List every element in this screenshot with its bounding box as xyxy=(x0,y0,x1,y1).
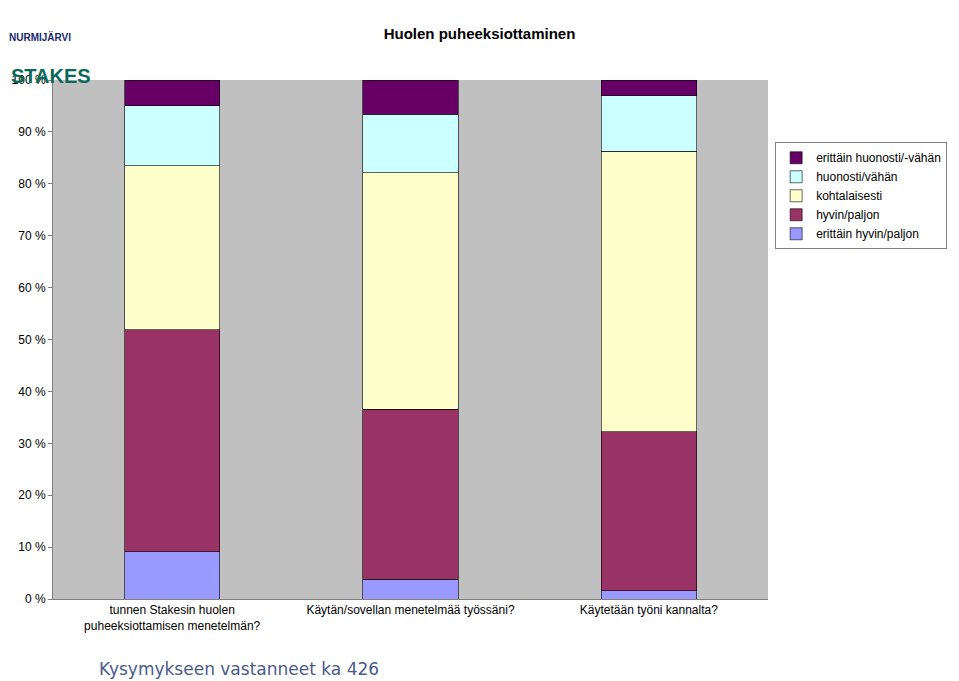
svg-text:Huolen puheeksiottaminen: Huolen puheeksiottaminen xyxy=(384,25,576,42)
svg-text:10 %: 10 % xyxy=(18,540,46,554)
svg-text:0 %: 0 % xyxy=(25,592,46,606)
svg-text:90 %: 90 % xyxy=(18,125,46,139)
svg-text:40 %: 40 % xyxy=(18,385,46,399)
svg-text:30 %: 30 % xyxy=(18,437,46,451)
svg-text:NURMIJÄRVI: NURMIJÄRVI xyxy=(9,31,71,43)
svg-text:tunnen Stakesin huolenpuheeksi: tunnen Stakesin huolenpuheeksiottamisen … xyxy=(84,603,260,633)
svg-text:huonosti/vähän: huonosti/vähän xyxy=(816,170,897,184)
svg-text:20 %: 20 % xyxy=(18,488,46,502)
svg-text:Kysymykseen vastanneet ka 426: Kysymykseen vastanneet ka 426 xyxy=(99,659,379,679)
svg-text:kohtalaisesti: kohtalaisesti xyxy=(816,189,882,203)
svg-text:50 %: 50 % xyxy=(18,333,46,347)
svg-text:hyvin/paljon: hyvin/paljon xyxy=(816,208,879,222)
svg-text:erittäin hyvin/paljon: erittäin hyvin/paljon xyxy=(816,227,919,241)
svg-text:Käytän/sovellan menetelmää työ: Käytän/sovellan menetelmää työssäni? xyxy=(306,603,514,617)
svg-text:erittäin huonosti/-vähän: erittäin huonosti/-vähän xyxy=(816,151,941,165)
svg-text:Käytetään työni kannalta?: Käytetään työni kannalta? xyxy=(580,603,718,617)
svg-text:70 %: 70 % xyxy=(18,229,46,243)
svg-text:80 %: 80 % xyxy=(18,177,46,191)
svg-text:STAKES: STAKES xyxy=(11,65,91,87)
svg-text:60 %: 60 % xyxy=(18,281,46,295)
svg-text:100 %: 100 % xyxy=(12,73,46,87)
